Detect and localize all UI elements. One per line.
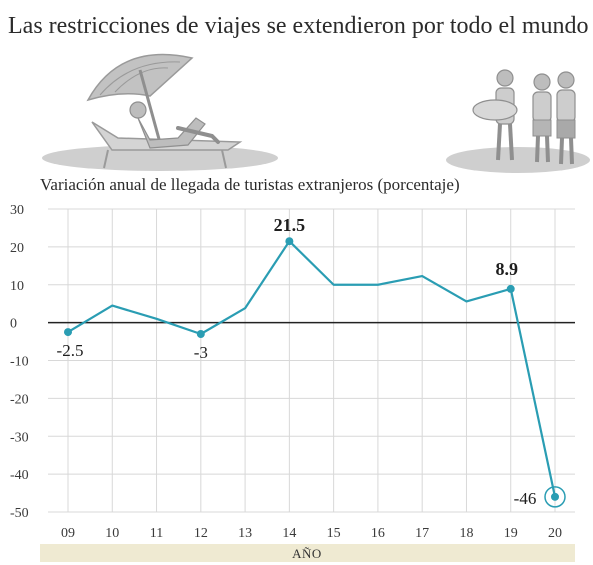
chart-title: Las restricciones de viajes se extendier… xyxy=(8,13,589,39)
y-tick-label: 20 xyxy=(10,241,24,256)
data-label: -46 xyxy=(514,489,537,508)
x-tick-label: 17 xyxy=(415,526,429,541)
x-tick-label: 16 xyxy=(371,526,385,541)
y-tick-label: -20 xyxy=(10,392,29,407)
x-tick-label: 18 xyxy=(459,526,473,541)
y-tick-label: 30 xyxy=(10,203,24,218)
x-axis-band xyxy=(40,544,575,562)
data-point xyxy=(506,284,515,293)
highlight-ring xyxy=(544,486,566,508)
x-tick-label: 14 xyxy=(282,526,296,541)
data-label: 8.9 xyxy=(495,259,518,279)
x-tick-label: 19 xyxy=(504,526,518,541)
data-point xyxy=(551,492,559,501)
grid xyxy=(48,208,575,513)
x-axis-label: AÑO xyxy=(292,546,322,561)
x-tick-label: 20 xyxy=(548,526,562,541)
data-point xyxy=(285,237,294,246)
x-tick-label: 15 xyxy=(327,526,341,541)
x-tick-label: 10 xyxy=(105,526,119,541)
data-label: -3 xyxy=(194,343,208,362)
y-tick-label: -10 xyxy=(10,355,29,370)
y-tick-label: -50 xyxy=(10,506,29,521)
series-line xyxy=(67,240,557,498)
y-tick-label: -40 xyxy=(10,468,29,483)
data-point xyxy=(64,328,72,337)
tourists-group-icon xyxy=(446,69,590,173)
data-label: 21.5 xyxy=(274,215,306,235)
data-point xyxy=(196,329,205,338)
y-axis-ticks: 30 20 10 0 -10 -20 -30 -40 -50 xyxy=(10,203,29,521)
x-tick-label: 11 xyxy=(150,526,163,541)
beach-sunbather-icon xyxy=(42,53,278,171)
chart-subtitle: Variación anual de llegada de turistas e… xyxy=(40,175,460,194)
x-tick-label: 12 xyxy=(194,526,208,541)
y-tick-label: 10 xyxy=(10,279,24,294)
x-tick-label: 13 xyxy=(238,526,252,541)
y-tick-label: 0 xyxy=(10,317,17,332)
data-labels: -2.5 -3 21.5 8.9 -46 xyxy=(57,215,566,508)
series-polyline xyxy=(67,240,557,498)
x-tick-label: 09 xyxy=(61,526,75,541)
y-tick-label: -30 xyxy=(10,430,29,445)
data-label: -2.5 xyxy=(57,341,84,360)
x-axis-ticks: 09 10 11 12 13 14 15 16 17 18 19 20 xyxy=(61,526,562,541)
